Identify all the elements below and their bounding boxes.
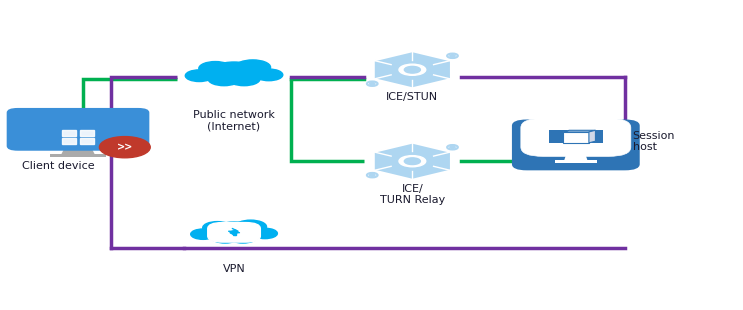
Circle shape	[185, 70, 213, 82]
Circle shape	[228, 73, 260, 86]
Bar	[233, 232, 236, 235]
FancyBboxPatch shape	[7, 108, 149, 151]
Circle shape	[399, 64, 426, 75]
FancyBboxPatch shape	[208, 223, 260, 242]
Circle shape	[212, 222, 256, 240]
Bar	[80, 138, 94, 144]
Circle shape	[404, 158, 421, 165]
Circle shape	[229, 231, 257, 243]
Circle shape	[450, 146, 455, 148]
Circle shape	[211, 231, 239, 243]
Circle shape	[367, 173, 377, 177]
Bar	[555, 160, 597, 163]
Text: Client device: Client device	[22, 161, 94, 171]
Bar	[50, 154, 106, 157]
Circle shape	[191, 229, 215, 239]
Circle shape	[369, 82, 375, 85]
Circle shape	[447, 145, 458, 149]
Bar	[549, 130, 603, 143]
Text: VM: VM	[568, 154, 584, 163]
Circle shape	[199, 62, 232, 75]
Circle shape	[208, 73, 240, 86]
Circle shape	[253, 228, 277, 239]
Bar	[62, 138, 77, 144]
Polygon shape	[374, 51, 451, 88]
Text: >>: >>	[117, 142, 133, 152]
Circle shape	[399, 156, 426, 167]
Circle shape	[367, 82, 377, 86]
Circle shape	[235, 220, 267, 233]
Polygon shape	[589, 130, 595, 143]
Text: Public network
(Internet): Public network (Internet)	[193, 110, 275, 131]
Bar	[80, 130, 94, 136]
Polygon shape	[562, 130, 595, 132]
Circle shape	[404, 66, 421, 73]
Bar	[62, 130, 77, 136]
Polygon shape	[374, 143, 451, 180]
Circle shape	[231, 231, 237, 234]
Text: VPN: VPN	[223, 264, 245, 274]
Text: Session
host: Session host	[632, 131, 675, 153]
FancyBboxPatch shape	[512, 119, 640, 170]
Circle shape	[203, 222, 232, 234]
Text: ICE/STUN: ICE/STUN	[386, 92, 438, 102]
Circle shape	[255, 69, 283, 81]
Polygon shape	[61, 145, 95, 156]
Text: ICE/
TURN Relay: ICE/ TURN Relay	[380, 184, 445, 205]
Circle shape	[100, 137, 150, 158]
FancyBboxPatch shape	[521, 118, 631, 156]
Circle shape	[450, 55, 455, 57]
Circle shape	[369, 174, 375, 176]
Circle shape	[447, 54, 458, 58]
Circle shape	[235, 60, 270, 75]
Polygon shape	[562, 132, 589, 143]
Circle shape	[210, 62, 258, 82]
Polygon shape	[564, 147, 588, 161]
